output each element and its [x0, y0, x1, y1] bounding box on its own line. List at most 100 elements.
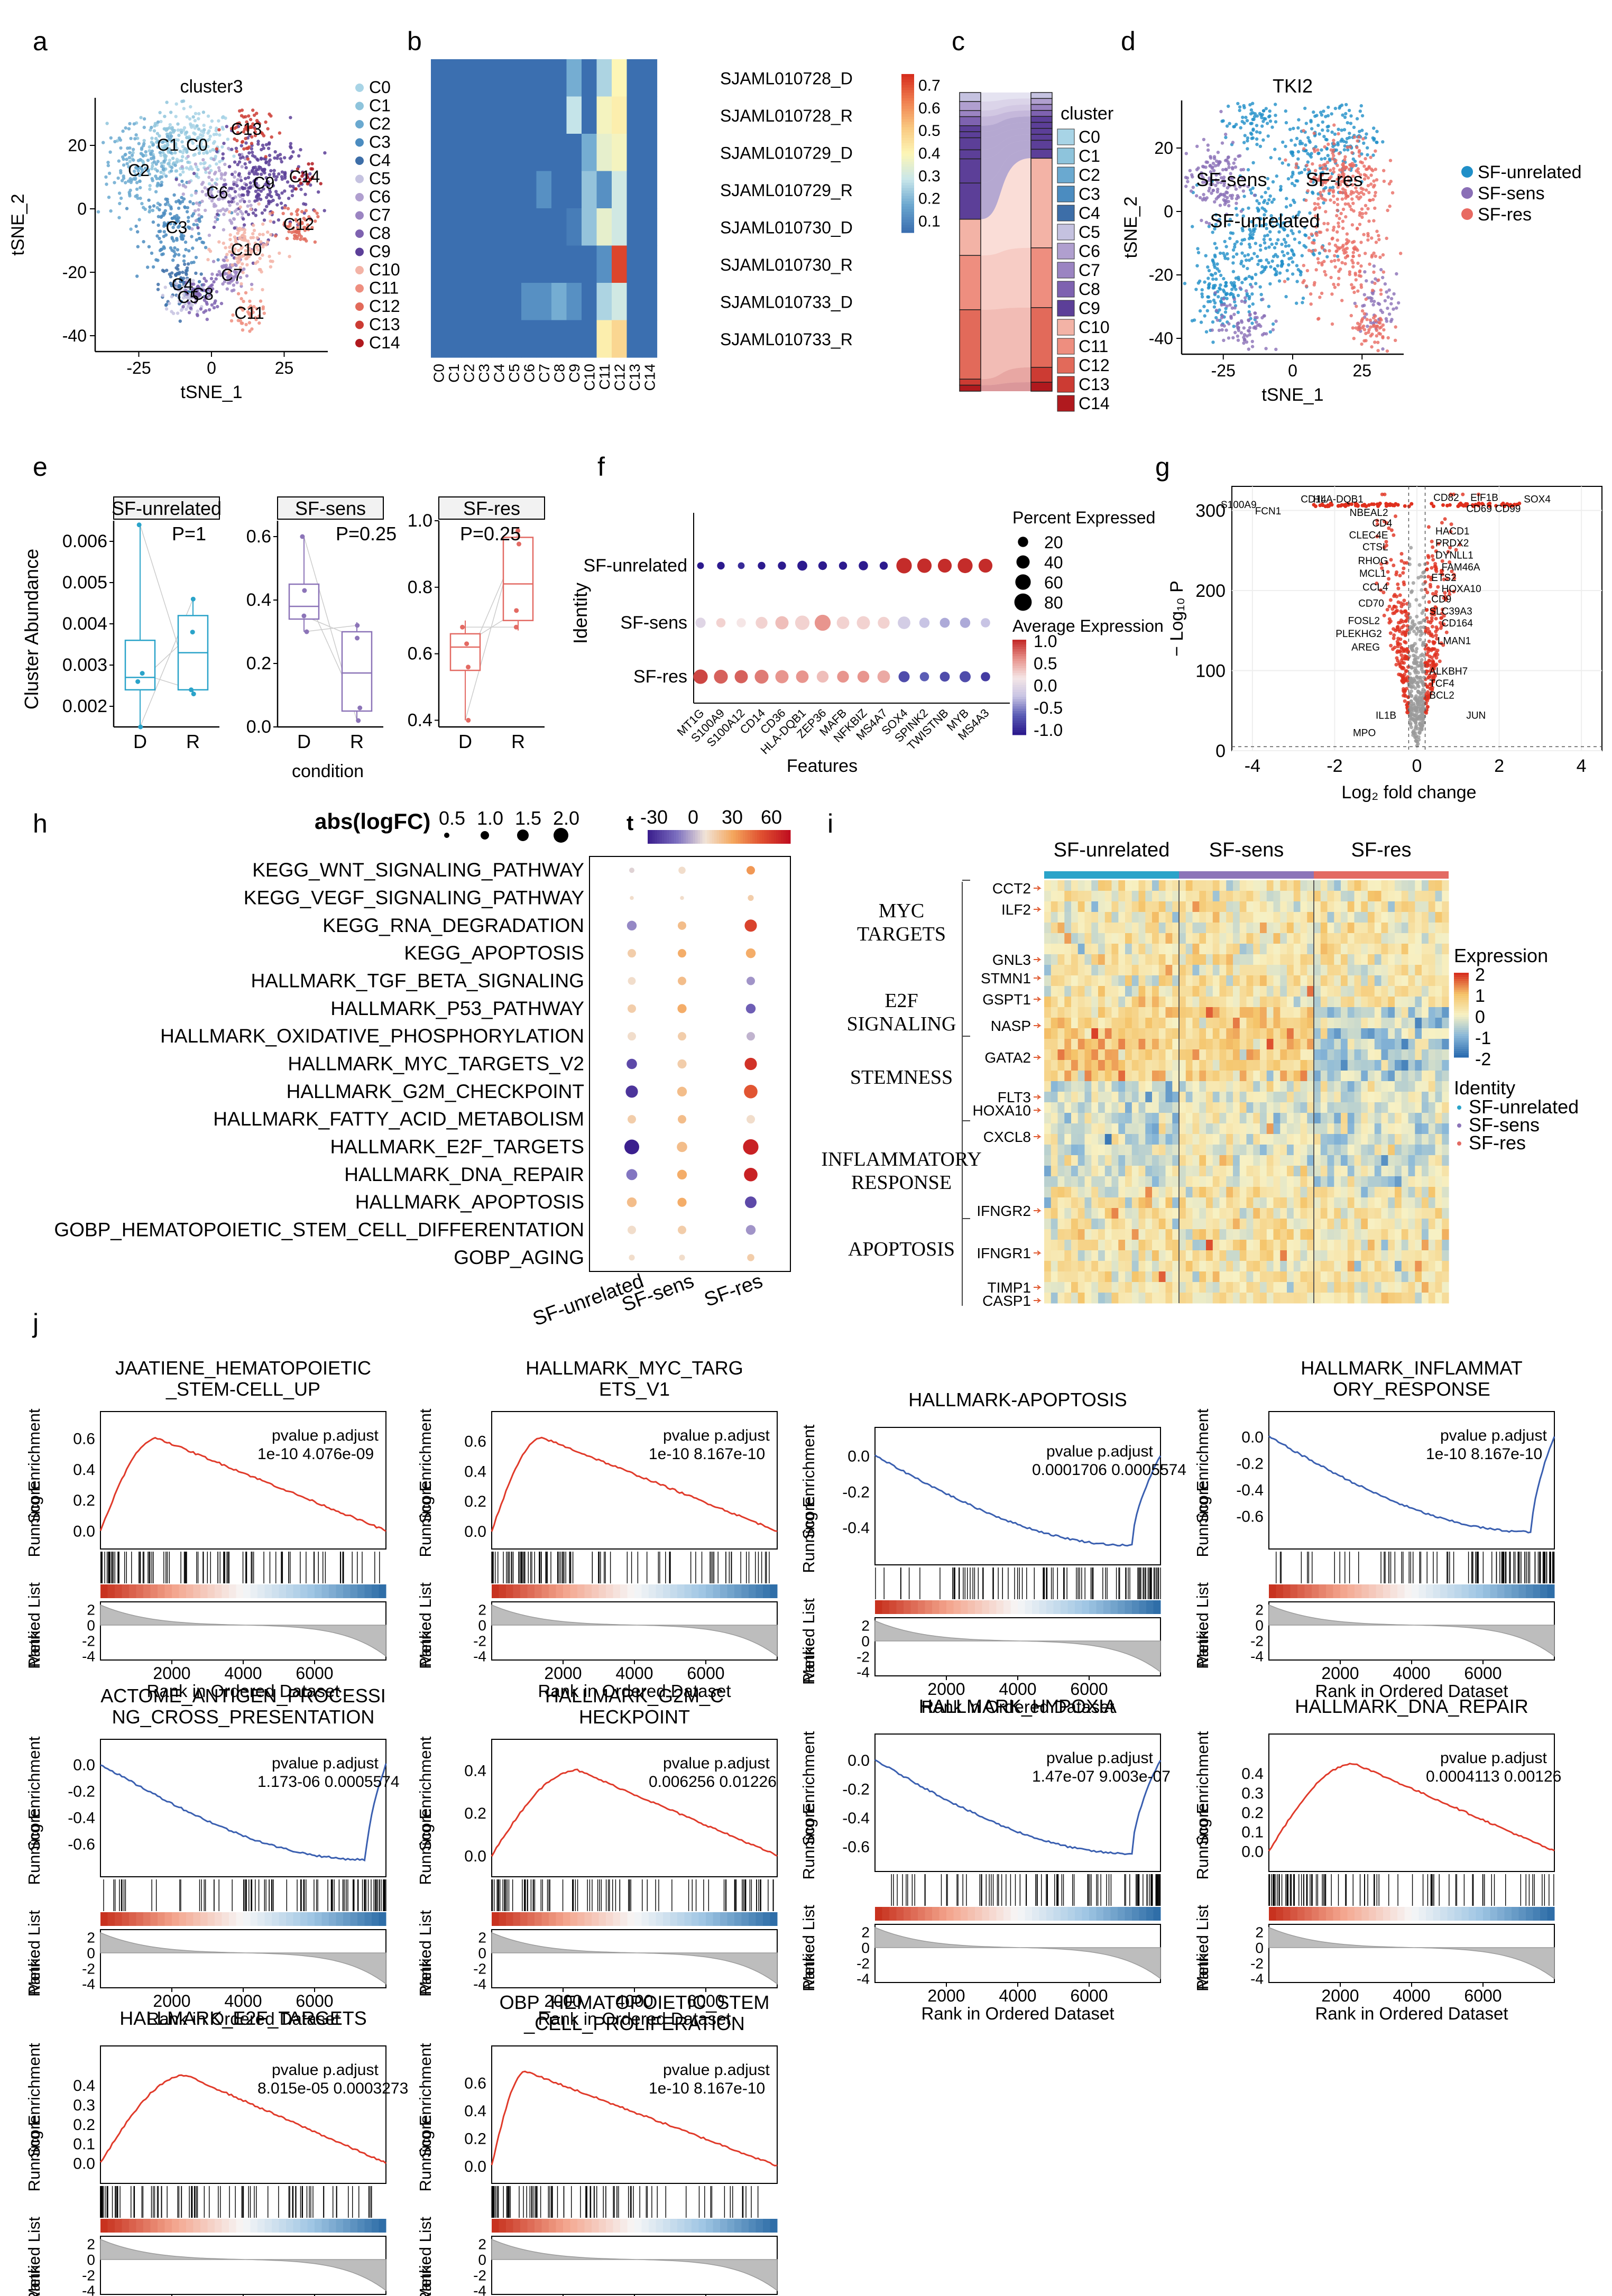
tsne-point: [1251, 236, 1255, 240]
tsne-point: [1264, 190, 1267, 195]
tsne-point: [222, 142, 226, 145]
legend-label: C13: [369, 315, 400, 334]
tsne-point: [214, 220, 217, 224]
tsne-point: [1352, 135, 1357, 139]
tsne-point: [1268, 282, 1272, 286]
heatmap-cell: [627, 96, 642, 134]
tsne-point: [207, 129, 211, 133]
x-tick-label: R: [350, 731, 364, 752]
tsne-point: [187, 262, 190, 266]
heatmap-cell: [1158, 944, 1166, 955]
heatmap-cell: [1212, 880, 1220, 891]
tsne-point: [243, 200, 246, 204]
tsne-point: [1375, 229, 1379, 233]
tsne-point: [1303, 106, 1307, 110]
tsne-point: [1344, 192, 1348, 196]
heatmap-cell: [1051, 891, 1058, 902]
legend-label: 1.0: [477, 807, 503, 829]
heatmap-cell: [627, 171, 642, 209]
tsne-point: [1274, 319, 1278, 323]
heatmap-cell: [461, 96, 477, 134]
dot: [919, 672, 929, 681]
tsne-point: [231, 197, 235, 200]
gene-label: FCN1: [1255, 506, 1282, 517]
tsne-point: [154, 162, 158, 166]
tsne-point: [1319, 194, 1323, 198]
tsne-point: [1288, 127, 1292, 131]
heatmap-cell: [1273, 923, 1281, 934]
tsne-point: [173, 222, 177, 226]
heatmap-cell: [1199, 880, 1206, 891]
heatmap-cell: [1347, 923, 1355, 934]
tsne-point: [1242, 341, 1246, 345]
heatmap-cell: [627, 283, 642, 321]
colorbar-segment: [1012, 725, 1026, 728]
heatmap-cell: [491, 59, 507, 97]
tsne-point: [1390, 318, 1394, 321]
heatmap-cell: [1381, 912, 1388, 923]
alluvial-stratum: [959, 379, 981, 386]
legend-label: C10: [1079, 318, 1110, 337]
tsne-point: [248, 160, 252, 164]
tsne-point: [139, 196, 142, 200]
volcano-point: [1424, 710, 1427, 714]
tsne-point: [135, 166, 139, 170]
heatmap-cell: [521, 59, 537, 97]
tsne-point: [241, 234, 245, 238]
tsne-point: [1356, 248, 1359, 252]
tsne-point: [1318, 164, 1322, 168]
volcano-point: [1434, 565, 1438, 569]
tsne-point: [164, 174, 168, 178]
tsne-point: [1236, 310, 1240, 314]
gene-label: FOSL2: [1348, 616, 1380, 627]
heatmap-cell: [1233, 944, 1240, 955]
group-label: SF-sens: [1196, 169, 1267, 190]
tsne-point: [202, 310, 206, 314]
tsne-point: [1249, 191, 1254, 195]
pathway-label: HALLMARK_G2M_CHECKPOINT: [287, 1081, 584, 1102]
volcano-point: [1426, 646, 1430, 650]
tsne-point: [201, 158, 205, 162]
tsne-point: [1312, 253, 1316, 257]
heatmap-cell: [1172, 933, 1180, 944]
dot: [628, 1032, 636, 1041]
tsne-point: [1292, 252, 1295, 256]
volcano-point: [1388, 631, 1393, 635]
colorbar-segment: [1012, 663, 1026, 666]
tsne-point: [297, 154, 301, 158]
colorbar-segment: [1012, 680, 1026, 683]
tsne-point: [247, 199, 251, 204]
heatmap-cell: [1125, 891, 1132, 902]
heatmap-cell: [1300, 880, 1307, 891]
tsne-point: [178, 150, 182, 153]
tsne-point: [1222, 297, 1226, 301]
tsne-point: [147, 198, 151, 202]
tsne-point: [1316, 202, 1320, 206]
heatmap-cell: [1428, 912, 1436, 923]
tsne-point: [1353, 159, 1357, 163]
tsne-point: [1332, 282, 1335, 287]
tsne-point: [1224, 293, 1228, 297]
heatmap-cell: [1044, 944, 1052, 955]
heatmap-cell: [1368, 901, 1375, 912]
heatmap-cell: [1320, 891, 1328, 902]
heatmap-cell: [1314, 933, 1321, 944]
tsne-point: [289, 142, 293, 145]
p-value: P=1: [172, 523, 206, 545]
heatmap-cell: [1266, 901, 1274, 912]
heatmap-col-label: C12: [611, 364, 628, 391]
tsne-point: [273, 156, 277, 160]
heatmap-cell: [491, 96, 507, 134]
tsne-point: [1352, 125, 1356, 130]
tsne-point: [1206, 295, 1211, 299]
x-axis-label: tSNE_1: [1261, 385, 1323, 405]
heatmap-cell: [1077, 933, 1085, 944]
tsne-point: [1214, 164, 1218, 168]
volcano-point: [1417, 621, 1421, 625]
heatmap-cell: [566, 134, 582, 172]
colorbar-segment: [726, 830, 729, 844]
dot: [738, 562, 745, 569]
colorbar-segment: [901, 100, 914, 104]
tsne-point: [122, 177, 126, 180]
tsne-point: [1201, 164, 1205, 168]
